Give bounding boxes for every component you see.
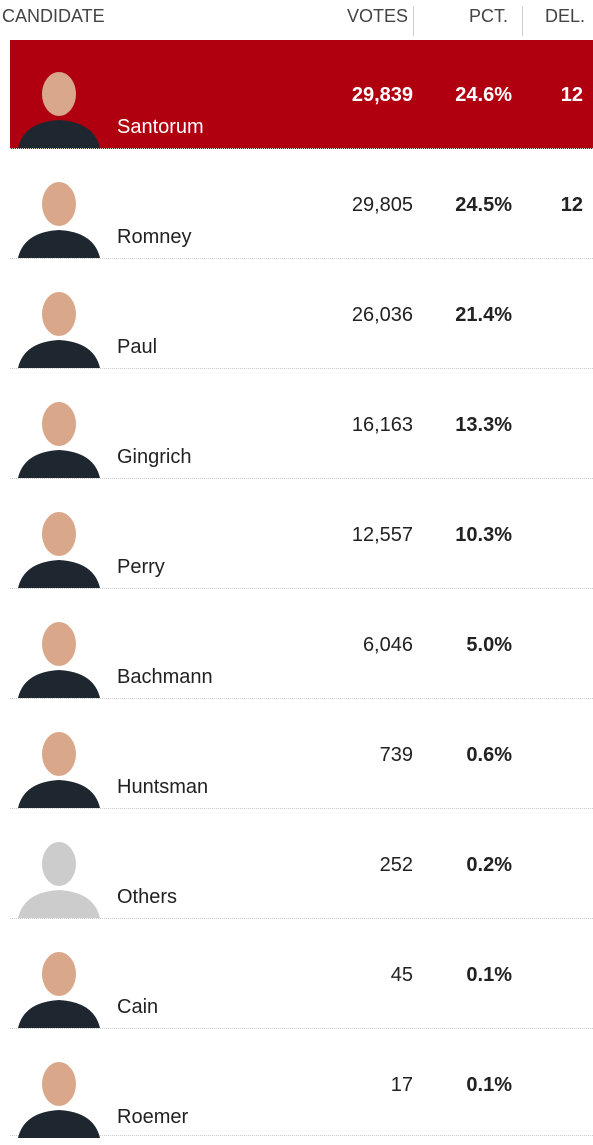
cell-pct: 0.1% bbox=[466, 1074, 512, 1097]
candidate-row: Santorum 29,839 24.6% 12 bbox=[10, 40, 593, 149]
cell-votes: 252 bbox=[380, 854, 413, 877]
candidate-name: Huntsman bbox=[117, 776, 208, 799]
candidate-row: Paul 26,036 21.4% bbox=[10, 260, 593, 369]
candidate-photo bbox=[16, 720, 102, 808]
candidate-name: Others bbox=[117, 886, 177, 909]
cell-pct: 5.0% bbox=[466, 634, 512, 657]
candidate-row: Huntsman 739 0.6% bbox=[10, 700, 593, 809]
candidate-photo bbox=[16, 60, 102, 148]
cell-votes: 6,046 bbox=[363, 634, 413, 657]
cell-pct: 24.6% bbox=[455, 84, 512, 107]
candidate-row: Perry 12,557 10.3% bbox=[10, 480, 593, 589]
candidate-name: Roemer bbox=[117, 1106, 188, 1129]
candidate-photo bbox=[16, 170, 102, 258]
header-pct: PCT. bbox=[469, 6, 508, 27]
cell-votes: 29,839 bbox=[352, 84, 413, 107]
cell-votes: 17 bbox=[391, 1074, 413, 1097]
cell-pct: 13.3% bbox=[455, 414, 512, 437]
cell-del: 12 bbox=[561, 194, 583, 217]
candidate-row: Bachmann 6,046 5.0% bbox=[10, 590, 593, 699]
cell-votes: 12,557 bbox=[352, 524, 413, 547]
candidate-photo bbox=[16, 390, 102, 478]
candidate-photo bbox=[16, 610, 102, 698]
candidate-row: Roemer 17 0.1% bbox=[10, 1030, 593, 1136]
candidate-name: Cain bbox=[117, 996, 158, 1019]
divider bbox=[413, 6, 414, 36]
candidate-row: Gingrich 16,163 13.3% bbox=[10, 370, 593, 479]
cell-pct: 21.4% bbox=[455, 304, 512, 327]
divider bbox=[522, 6, 523, 36]
candidate-name: Bachmann bbox=[117, 666, 213, 689]
candidate-name: Santorum bbox=[117, 116, 204, 139]
cell-votes: 45 bbox=[391, 964, 413, 987]
results-page: CANDIDATE VOTES PCT. DEL. (() => { const… bbox=[0, 0, 593, 1145]
cell-pct: 10.3% bbox=[455, 524, 512, 547]
candidate-photo bbox=[16, 500, 102, 588]
candidate-name: Perry bbox=[117, 556, 165, 579]
cell-votes: 29,805 bbox=[352, 194, 413, 217]
cell-pct: 0.1% bbox=[466, 964, 512, 987]
header-del: DEL. bbox=[545, 6, 585, 27]
candidate-photo bbox=[16, 1050, 102, 1138]
candidate-row: Cain 45 0.1% bbox=[10, 920, 593, 1029]
candidate-photo bbox=[16, 940, 102, 1028]
candidate-photo bbox=[16, 830, 102, 918]
cell-pct: 24.5% bbox=[455, 194, 512, 217]
cell-pct: 0.2% bbox=[466, 854, 512, 877]
candidate-row: Others 252 0.2% bbox=[10, 810, 593, 919]
candidate-name: Romney bbox=[117, 226, 191, 249]
cell-votes: 16,163 bbox=[352, 414, 413, 437]
candidate-name: Paul bbox=[117, 336, 157, 359]
cell-votes: 26,036 bbox=[352, 304, 413, 327]
cell-votes: 739 bbox=[380, 744, 413, 767]
header-votes: VOTES bbox=[347, 6, 408, 27]
candidate-photo bbox=[16, 280, 102, 368]
header-candidate: CANDIDATE bbox=[2, 6, 105, 27]
candidate-row: Romney 29,805 24.5% 12 bbox=[10, 150, 593, 259]
candidate-name: Gingrich bbox=[117, 446, 191, 469]
cell-pct: 0.6% bbox=[466, 744, 512, 767]
cell-del: 12 bbox=[561, 84, 583, 107]
